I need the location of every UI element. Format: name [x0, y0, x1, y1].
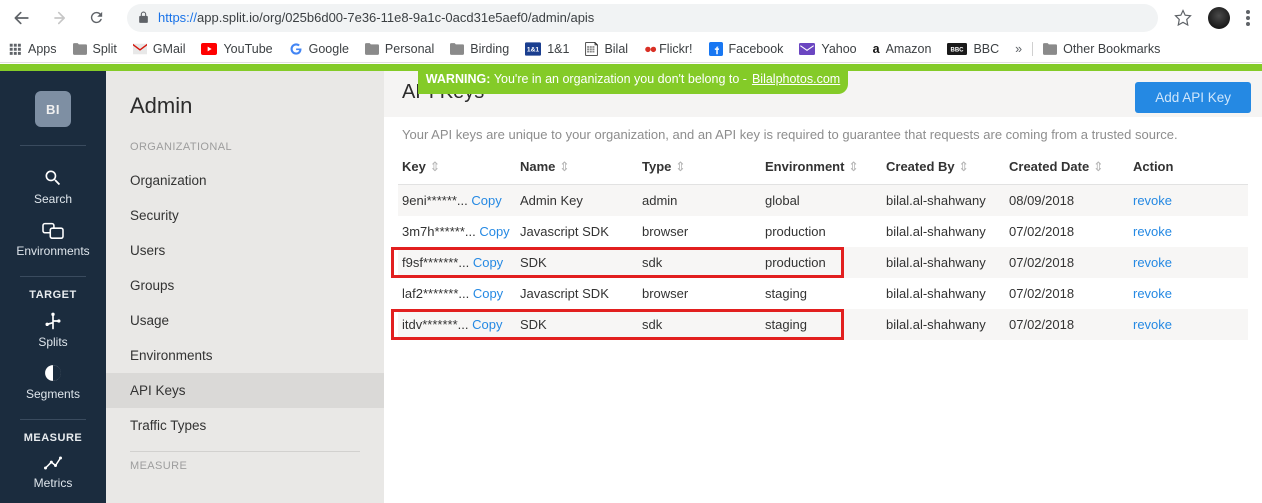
svg-text:1&1: 1&1 — [527, 46, 540, 53]
svg-text:BBC: BBC — [951, 47, 965, 53]
